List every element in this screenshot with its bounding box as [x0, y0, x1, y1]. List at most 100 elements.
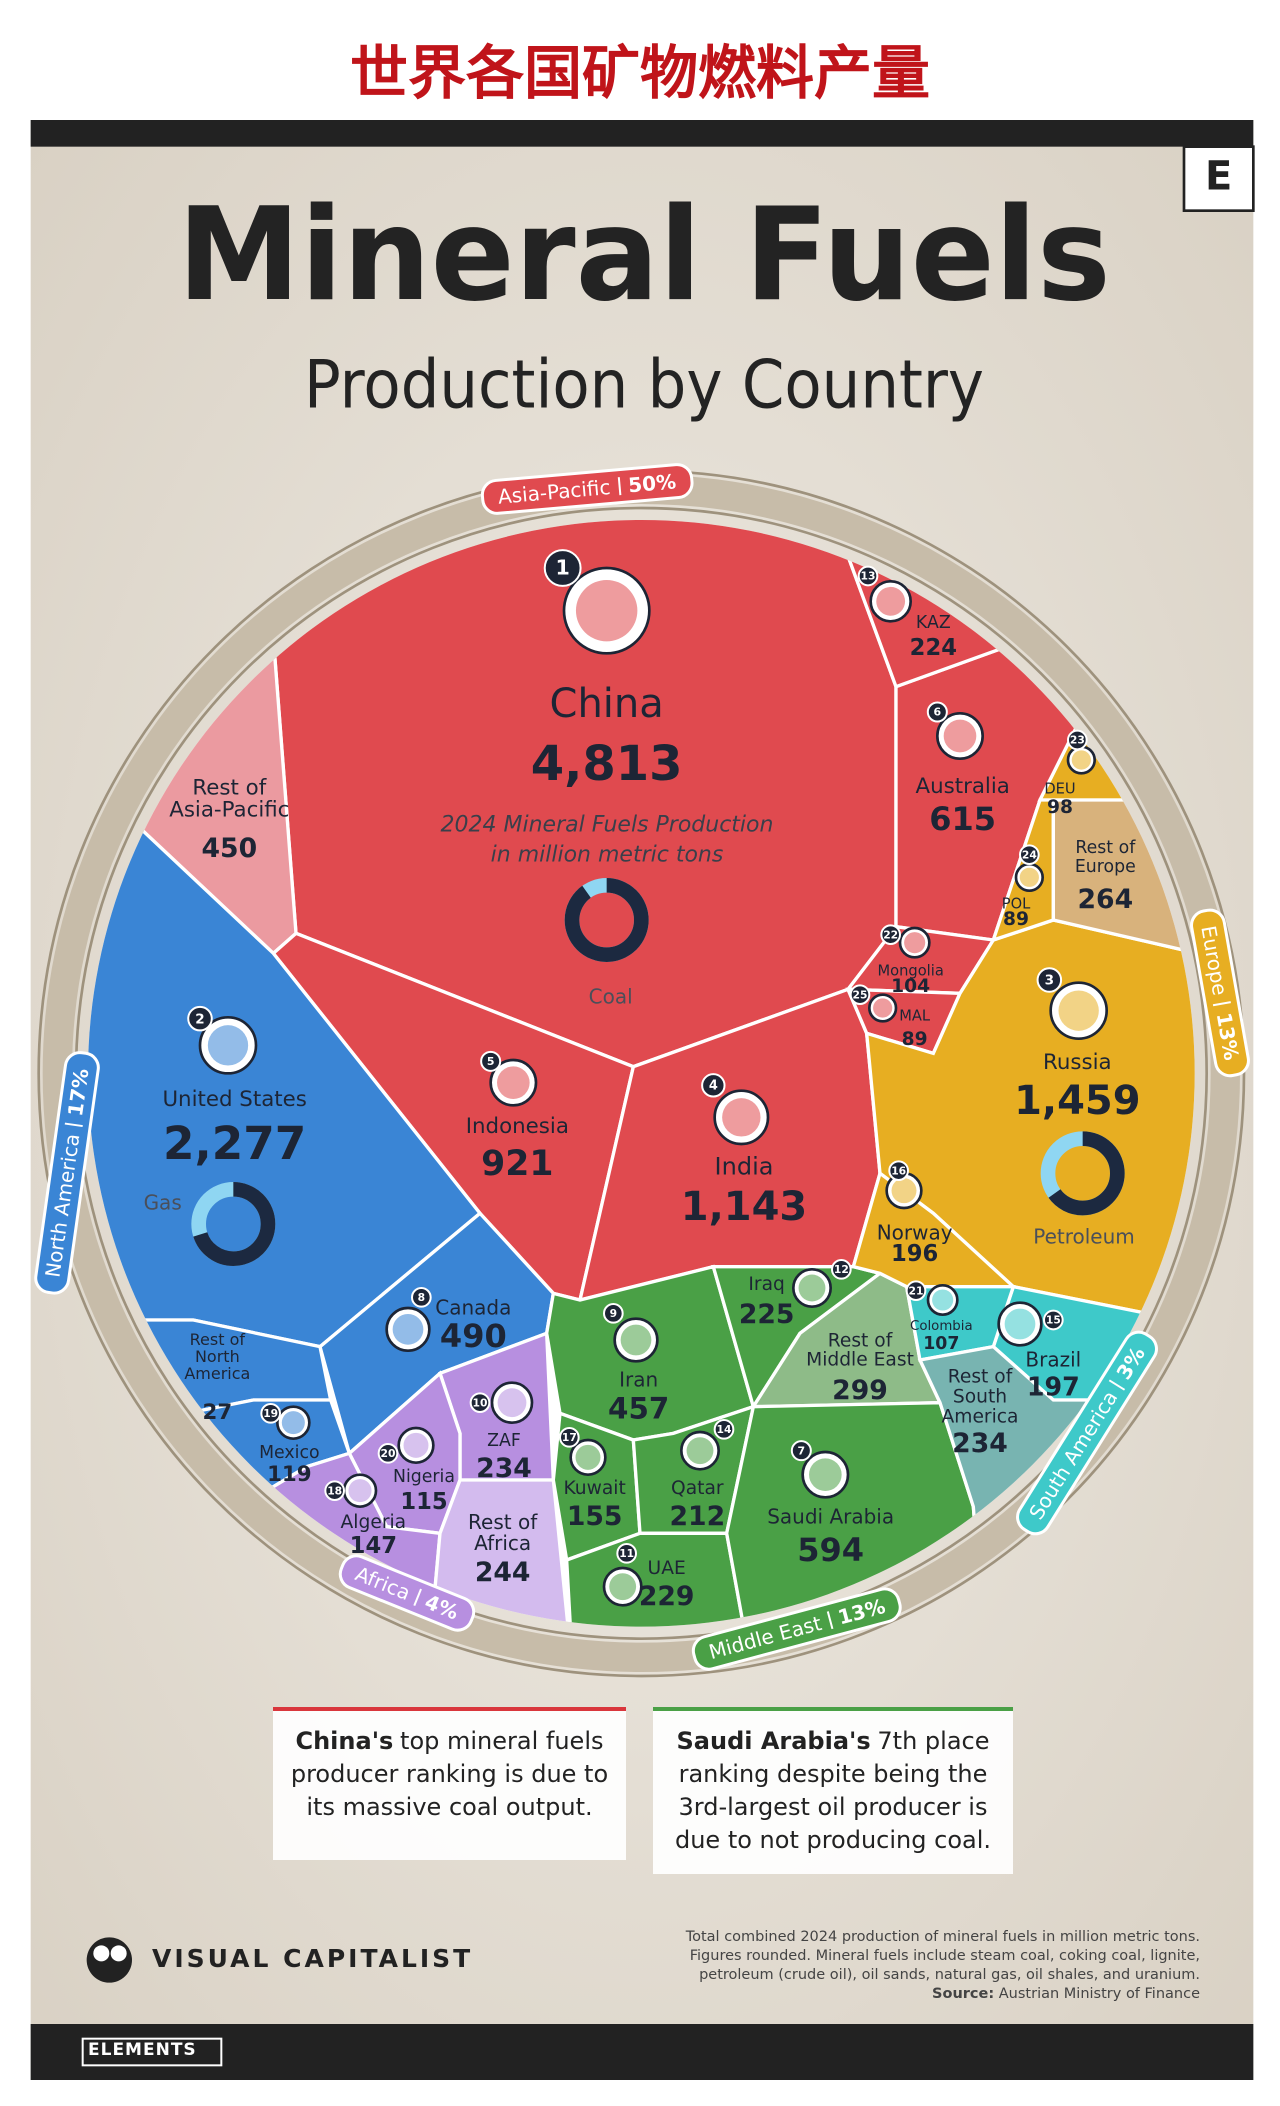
- cell-name: POL: [1001, 895, 1031, 913]
- group-label: Middle East 13%: [688, 1584, 907, 1675]
- cell-value: 244: [474, 1557, 531, 1589]
- rank-badge: [905, 1280, 927, 1301]
- group-label: Asia-Pacific 50%: [479, 462, 695, 517]
- donut-segment: [191, 1182, 276, 1266]
- flag-inner: [904, 932, 926, 954]
- annotation: Saudi Arabia's 7th place ranking despite …: [653, 1707, 1013, 1874]
- group-name: North America: [40, 1132, 85, 1280]
- top-bar: [30, 120, 1254, 147]
- cell-name: India: [714, 1152, 774, 1181]
- brand-box: [1182, 145, 1255, 212]
- rank-badge: [411, 1287, 432, 1308]
- donut-label: Gas: [143, 1190, 182, 1215]
- flag-inner: [497, 1388, 527, 1418]
- rank-badge: [324, 1480, 345, 1501]
- cell-value: 197: [1026, 1371, 1080, 1402]
- rank-label: 16: [891, 1164, 906, 1177]
- rank-label: 13: [861, 570, 876, 583]
- cell-value: 2,277: [162, 1117, 307, 1171]
- cell-name: Saudi Arabia: [767, 1504, 895, 1529]
- page-heading: 世界各国矿物燃料产量: [349, 39, 930, 107]
- rank-label: 18: [327, 1484, 342, 1497]
- cell-value: 196: [891, 1240, 939, 1267]
- cell-value: 147: [349, 1532, 397, 1559]
- flag-inner: [207, 1025, 249, 1066]
- rank-label: 6: [934, 706, 942, 719]
- rank-label: 14: [717, 1423, 732, 1436]
- cell-value: 115: [400, 1488, 448, 1515]
- cell-name: Rest of South America: [941, 1366, 1019, 1428]
- source: Austrian Ministry of Finance: [998, 1985, 1200, 2002]
- rank-badge: [469, 1392, 491, 1413]
- group-name: Africa: [351, 1561, 414, 1606]
- rank-label: 19: [263, 1407, 278, 1420]
- donut-segment: [564, 877, 649, 962]
- rank-badge: [849, 984, 871, 1005]
- cell-name: Rest of Africa: [468, 1510, 538, 1556]
- bottom-bar: [30, 2024, 1254, 2080]
- flag-inner: [392, 1313, 424, 1345]
- separator: [64, 1123, 83, 1128]
- footnote: Total combined 2024 production of minera…: [686, 1928, 1200, 2003]
- flag-inner: [620, 1324, 652, 1356]
- rank-badge: [1036, 967, 1063, 993]
- flag-inner: [497, 1066, 530, 1099]
- group-share: 13%: [835, 1594, 889, 1630]
- cell-name: Rest of Europe: [1074, 838, 1136, 877]
- footnote-text: Total combined 2024 production of minera…: [685, 1929, 1200, 1983]
- rank-label: 12: [834, 1263, 849, 1276]
- cell-value: 299: [832, 1374, 888, 1406]
- cell-value: 98: [1047, 797, 1073, 819]
- separator: [1108, 1379, 1125, 1392]
- cell-name: Rest of Middle East: [806, 1330, 914, 1371]
- rank-label: 11: [619, 1547, 634, 1560]
- rank-badge: [543, 549, 582, 587]
- rank-label: 25: [853, 988, 868, 1001]
- flag-inner: [809, 1458, 842, 1491]
- donut-label: Coal: [588, 984, 633, 1009]
- cell-value: 89: [1003, 909, 1029, 931]
- group-name: Europe: [1196, 924, 1233, 998]
- cell-name: Nigeria: [393, 1467, 455, 1488]
- flag-inner: [798, 1274, 826, 1302]
- rank-label: 5: [487, 1055, 495, 1068]
- rank-badge: [888, 1160, 909, 1181]
- group-label: Europe 13%: [1187, 906, 1253, 1081]
- flag-inner: [575, 579, 638, 642]
- brand-mark: E: [1205, 154, 1232, 200]
- rank-label: 21: [909, 1284, 924, 1297]
- cell-name: Rest of North America: [184, 1330, 251, 1383]
- group-share: 3%: [1111, 1342, 1150, 1385]
- annotation-bold: China's: [295, 1727, 394, 1755]
- rank-badge: [1043, 1309, 1064, 1331]
- flag-inner: [873, 998, 893, 1018]
- rank-label: 15: [1046, 1314, 1061, 1327]
- rank-badge: [926, 701, 948, 723]
- rank-badge: [1067, 729, 1088, 751]
- cell-value: 225: [738, 1298, 795, 1330]
- group-name: South America: [1023, 1386, 1123, 1525]
- cell-name: DEU: [1044, 780, 1076, 798]
- cell-value: 234: [952, 1428, 1008, 1459]
- cell-value: 104: [891, 975, 931, 997]
- cell-name: Algeria: [340, 1511, 407, 1533]
- flag-inner: [1004, 1308, 1036, 1340]
- rank-badge: [790, 1440, 812, 1462]
- cell-value: 1,459: [1014, 1078, 1141, 1125]
- flag-inner: [722, 1098, 761, 1137]
- annotation-bold: Saudi Arabia's: [676, 1727, 871, 1755]
- chart-title: Mineral Fuels: [177, 181, 1110, 330]
- cell-value: 1,143: [680, 1183, 808, 1230]
- group-share: 50%: [626, 469, 677, 498]
- publisher-logo: [110, 1945, 127, 1962]
- flag-inner: [403, 1432, 429, 1458]
- cell-name: Colombia: [910, 1318, 973, 1334]
- group-label: North America 17%: [31, 1049, 102, 1297]
- flag-inner: [1058, 990, 1099, 1031]
- rank-badge: [602, 1303, 624, 1324]
- cell-name: Iran: [619, 1367, 659, 1392]
- rank-label: 4: [709, 1079, 718, 1094]
